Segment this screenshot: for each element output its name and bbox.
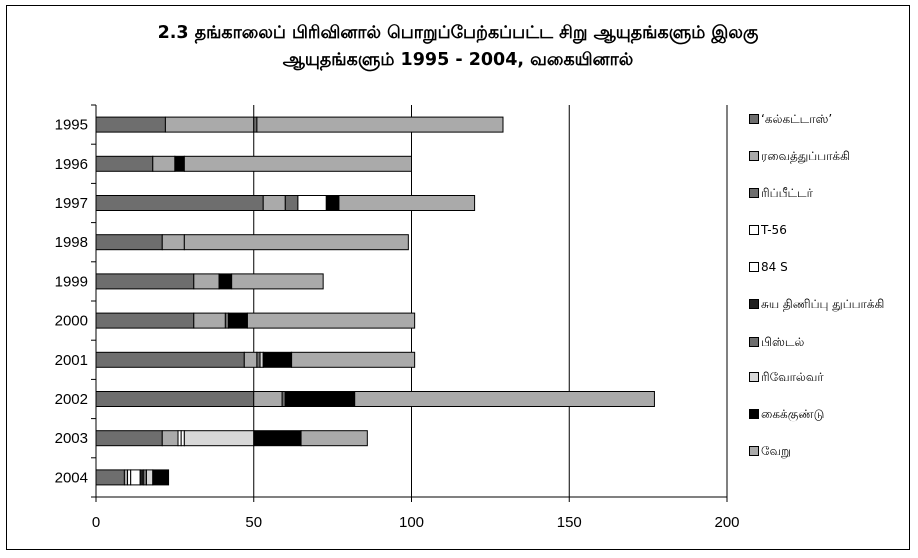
- legend-swatch: [749, 409, 759, 419]
- x-tick-label: 50: [245, 514, 262, 531]
- bar-segment: [284, 391, 356, 407]
- bar-segment: [161, 234, 185, 251]
- bar-segment: [231, 273, 324, 290]
- legend-item: 84 S: [749, 260, 901, 274]
- x-tick-label: 150: [557, 514, 582, 531]
- legend-item: கைக்குண்டு: [749, 407, 901, 421]
- legend-swatch: [749, 151, 759, 161]
- bar-segment: [95, 351, 245, 368]
- bar-segment: [262, 351, 293, 368]
- legend-swatch: [749, 372, 759, 382]
- bar-segment: [246, 312, 416, 329]
- bar-segment: [253, 391, 283, 407]
- chart-title-line-2: ஆயுதங்களும் 1995 - 2004, வகையினால்: [282, 50, 634, 70]
- legend-label: ரிப்பீட்டர்: [761, 186, 813, 200]
- legend-swatch: [749, 337, 759, 347]
- legend-item: ‘கல்கட்டாஸ்’: [749, 112, 901, 126]
- bar-segment: [243, 351, 258, 368]
- bar-segment: [218, 273, 233, 290]
- legend-item: பிஸ்டல்: [749, 335, 901, 349]
- bar-segment: [325, 195, 340, 211]
- y-tick-label: 2003: [55, 430, 88, 447]
- y-tick-label: 2004: [55, 469, 88, 486]
- bar-segment: [354, 391, 655, 407]
- bar-segment: [95, 273, 195, 290]
- legend-label: ‘கல்கட்டாஸ்’: [761, 112, 833, 126]
- y-tick-label: 1999: [55, 273, 88, 290]
- legend-item: ரிவோல்வர்: [749, 370, 901, 384]
- bar-segment: [95, 116, 166, 133]
- legend-label: ரிவோல்வர்: [761, 370, 824, 384]
- bar-segment: [193, 312, 226, 329]
- y-tick-label: 1997: [55, 195, 88, 212]
- bar-segment: [174, 155, 185, 172]
- bar-segment: [338, 195, 476, 211]
- x-tick-label: 200: [714, 514, 739, 531]
- chart-title-line-1: 2.3 தங்காலைப் பிரிவினால் பொறுப்பேற்கப்பட…: [157, 23, 759, 43]
- x-tick-label: 0: [92, 514, 100, 531]
- legend-item: சுய திணிப்பு துப்பாக்கி: [749, 297, 901, 311]
- legend-label: சுய திணிப்பு துப்பாக்கி: [761, 297, 885, 311]
- bar-segment: [284, 195, 299, 211]
- bar-segment: [193, 273, 220, 290]
- legend-item: ரவைத்துப்பாக்கி: [749, 149, 901, 163]
- chart-title: 2.3 தங்காலைப் பிரிவினால் பொறுப்பேற்கப்பட…: [6, 20, 910, 74]
- y-tick-label: 1998: [55, 234, 88, 251]
- legend-label: T-56: [761, 223, 787, 237]
- legend-label: ரவைத்துப்பாக்கி: [761, 149, 850, 163]
- bar-segment: [253, 430, 302, 447]
- y-tick-label: 1995: [55, 117, 88, 134]
- legend-item: ரிப்பீட்டர்: [749, 186, 901, 200]
- bar-segment: [95, 430, 163, 447]
- bar-segment: [152, 155, 176, 172]
- legend-swatch: [749, 188, 759, 198]
- legend-label: 84 S: [761, 260, 788, 274]
- bar-segment: [297, 195, 327, 211]
- legend-swatch: [749, 262, 759, 272]
- bar-segment: [228, 312, 248, 329]
- bar-segment: [145, 469, 154, 486]
- legend-item: வேறு: [749, 444, 901, 458]
- bar-segment: [183, 234, 409, 251]
- bar-segment: [95, 312, 195, 329]
- y-tick-label: 2002: [55, 391, 88, 408]
- legend-swatch: [749, 446, 759, 456]
- bar-segment: [262, 195, 286, 211]
- y-tick-label: 2001: [55, 352, 88, 369]
- bar-segment: [152, 469, 170, 486]
- bar-segment: [95, 469, 125, 486]
- bar-segment: [183, 430, 255, 447]
- bar-segment: [183, 155, 412, 172]
- legend-swatch: [749, 299, 759, 309]
- bar-segment: [95, 234, 163, 251]
- bar-segment: [95, 195, 264, 211]
- legend-label: வேறு: [761, 444, 792, 458]
- bar-segment: [130, 469, 141, 486]
- legend-item: T-56: [749, 223, 901, 237]
- bar-segment: [256, 116, 504, 133]
- y-tick-label: 2000: [55, 313, 88, 330]
- x-tick-label: 100: [399, 514, 424, 531]
- bar-segment: [291, 351, 416, 368]
- legend-swatch: [749, 114, 759, 124]
- legend-label: கைக்குண்டு: [761, 407, 825, 421]
- bar-segment: [300, 430, 368, 447]
- bar-segment: [95, 391, 255, 407]
- bar-segment: [164, 116, 255, 133]
- bar-segment: [161, 430, 179, 447]
- legend-label: பிஸ்டல்: [761, 335, 805, 349]
- bar-segment: [95, 155, 154, 172]
- legend-swatch: [749, 225, 759, 235]
- y-tick-label: 1996: [55, 156, 88, 173]
